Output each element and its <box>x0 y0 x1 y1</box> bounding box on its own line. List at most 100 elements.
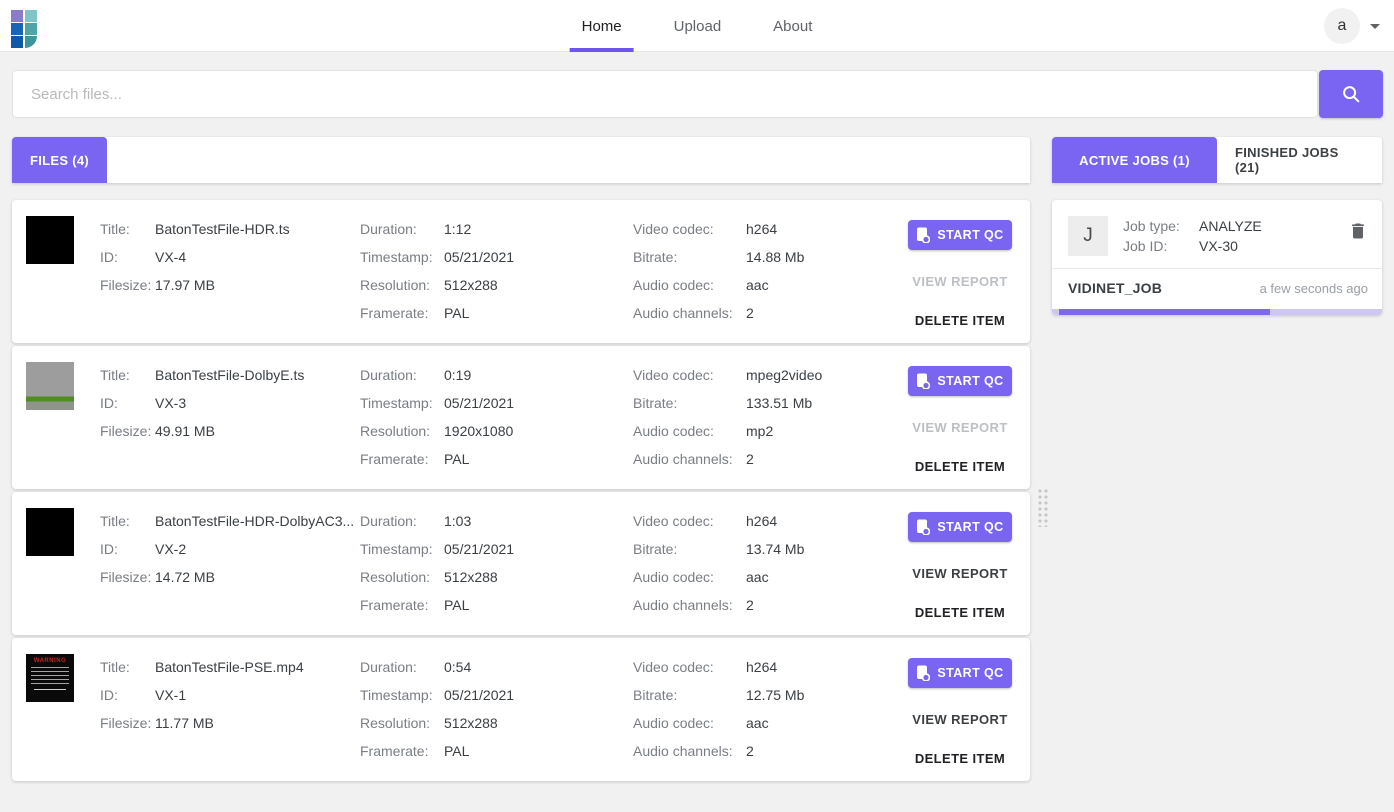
warning-thumb-label: WARNING <box>33 658 67 664</box>
resolution-label: Resolution: <box>360 569 431 585</box>
title-label: Title: <box>100 659 130 675</box>
bitrate-label: Bitrate: <box>633 541 678 557</box>
file-video-codec: h264 <box>746 221 778 237</box>
file-actions: START QC VIEW REPORT DELETE ITEM <box>908 512 1012 620</box>
view-report-button[interactable]: VIEW REPORT <box>912 274 1008 289</box>
timestamp-label: Timestamp: <box>360 395 433 411</box>
tab-active-jobs[interactable]: ACTIVE JOBS (1) <box>1052 137 1217 183</box>
file-id: VX-2 <box>155 541 187 557</box>
file-id: VX-3 <box>155 395 187 411</box>
delete-item-button[interactable]: DELETE ITEM <box>914 605 1006 620</box>
file-timestamp: 05/21/2021 <box>444 395 515 411</box>
file-duration: 0:19 <box>444 367 472 383</box>
timestamp-label: Timestamp: <box>360 541 433 557</box>
framerate-label: Framerate: <box>360 743 429 759</box>
delete-item-button[interactable]: DELETE ITEM <box>914 459 1006 474</box>
resolution-label: Resolution: <box>360 423 431 439</box>
chevron-down-icon[interactable] <box>1370 23 1380 29</box>
nav-tab-about[interactable]: About <box>773 17 813 35</box>
audio-channels-label: Audio channels: <box>633 597 733 613</box>
timestamp-label: Timestamp: <box>360 249 433 265</box>
file-card: WARNING Title: BatonTestFile-HDR-DolbyAC3… <box>12 492 1030 635</box>
file-video-codec: h264 <box>746 659 778 675</box>
user-area: a <box>1324 8 1380 44</box>
filesize-label: Filesize: <box>100 423 152 439</box>
file-audio-channels: 2 <box>746 451 754 467</box>
job-name: VIDINET_JOB <box>1068 280 1162 296</box>
file-filesize: 49.91 MB <box>155 423 215 439</box>
file-video-codec: mpeg2video <box>746 367 823 383</box>
file-framerate: PAL <box>444 305 470 321</box>
file-audio-codec: aac <box>746 277 769 293</box>
resolution-label: Resolution: <box>360 277 431 293</box>
job-card-top: J Job type: ANALYZE Job ID: VX-30 <box>1052 200 1382 269</box>
top-bar: Home Upload About a <box>0 0 1394 52</box>
view-report-button[interactable]: VIEW REPORT <box>912 566 1008 581</box>
start-qc-button[interactable]: START QC <box>908 658 1012 688</box>
file-thumbnail: WARNING <box>26 362 74 410</box>
filesize-label: Filesize: <box>100 277 152 293</box>
start-qc-button[interactable]: START QC <box>908 220 1012 250</box>
file-filesize: 11.77 MB <box>155 715 214 731</box>
start-qc-label: START QC <box>937 374 1004 388</box>
files-tabbar: FILES (4) <box>12 137 1030 183</box>
file-timestamp: 05/21/2021 <box>444 541 515 557</box>
audio-channels-label: Audio channels: <box>633 743 733 759</box>
file-card: WARNING Title: BatonTestFile-HDR.ts ID: VX… <box>12 200 1030 343</box>
title-label: Title: <box>100 221 130 237</box>
start-qc-button[interactable]: START QC <box>908 366 1012 396</box>
delete-item-button[interactable]: DELETE ITEM <box>914 751 1006 766</box>
file-actions: START QC VIEW REPORT DELETE ITEM <box>908 220 1012 328</box>
file-meta-identity: Title: BatonTestFile-HDR.ts ID: VX-4 Files… <box>100 200 360 343</box>
start-qc-label: START QC <box>937 520 1004 534</box>
delete-job-button[interactable] <box>1348 220 1368 242</box>
file-audio-channels: 2 <box>746 305 754 321</box>
job-type-value: ANALYZE <box>1199 218 1262 234</box>
jobs-panel: ACTIVE JOBS (1) FINISHED JOBS (21) J Job… <box>1052 137 1382 315</box>
qc-file-icon <box>916 519 931 535</box>
file-framerate: PAL <box>444 743 470 759</box>
files-panel: FILES (4) WARNING Title: BatonTestFile-HD… <box>12 137 1030 781</box>
file-meta-video: Duration: 0:54 Timestamp: 05/21/2021 Resol… <box>360 638 633 781</box>
vidispine-logo-icon <box>11 10 38 48</box>
file-resolution: 512x288 <box>444 715 498 731</box>
file-audio-channels: 2 <box>746 597 754 613</box>
panel-resize-handle[interactable] <box>1036 487 1049 527</box>
job-avatar: J <box>1068 216 1108 256</box>
file-bitrate: 13.74 Mb <box>746 541 805 557</box>
file-audio-codec: mp2 <box>746 423 774 439</box>
file-resolution: 1920x1080 <box>444 423 514 439</box>
bitrate-label: Bitrate: <box>633 249 678 265</box>
file-meta-identity: Title: BatonTestFile-HDR-DolbyAC3... ID: V… <box>100 492 360 635</box>
delete-item-button[interactable]: DELETE ITEM <box>914 313 1006 328</box>
start-qc-button[interactable]: START QC <box>908 512 1012 542</box>
search-button[interactable] <box>1319 70 1383 118</box>
duration-label: Duration: <box>360 659 417 675</box>
nav-tab-home[interactable]: Home <box>569 0 634 52</box>
file-meta-identity: Title: BatonTestFile-PSE.mp4 ID: VX-1 File… <box>100 638 360 781</box>
view-report-button[interactable]: VIEW REPORT <box>912 712 1008 727</box>
job-card: J Job type: ANALYZE Job ID: VX-30 <box>1052 200 1382 315</box>
timestamp-label: Timestamp: <box>360 687 433 703</box>
id-label: ID: <box>100 541 118 557</box>
view-report-button[interactable]: VIEW REPORT <box>912 420 1008 435</box>
audio-channels-label: Audio channels: <box>633 305 733 321</box>
file-bitrate: 14.88 Mb <box>746 249 805 265</box>
filesize-label: Filesize: <box>100 715 152 731</box>
file-video-codec: h264 <box>746 513 778 529</box>
nav-tab-upload[interactable]: Upload <box>673 17 722 35</box>
tab-finished-jobs[interactable]: FINISHED JOBS (21) <box>1235 145 1339 175</box>
file-id: VX-4 <box>155 249 187 265</box>
file-audio-channels: 2 <box>746 743 754 759</box>
duration-label: Duration: <box>360 221 417 237</box>
bitrate-label: Bitrate: <box>633 687 678 703</box>
bitrate-label: Bitrate: <box>633 395 678 411</box>
search-input[interactable] <box>12 70 1318 118</box>
audio-codec-label: Audio codec: <box>633 715 714 731</box>
search-icon <box>1340 83 1362 105</box>
avatar[interactable]: a <box>1324 8 1360 44</box>
file-bitrate: 133.51 Mb <box>746 395 813 411</box>
job-card-bottom: VIDINET_JOB a few seconds ago <box>1052 269 1382 309</box>
tab-files[interactable]: FILES (4) <box>12 137 108 183</box>
job-type-label: Job type: <box>1123 218 1180 234</box>
